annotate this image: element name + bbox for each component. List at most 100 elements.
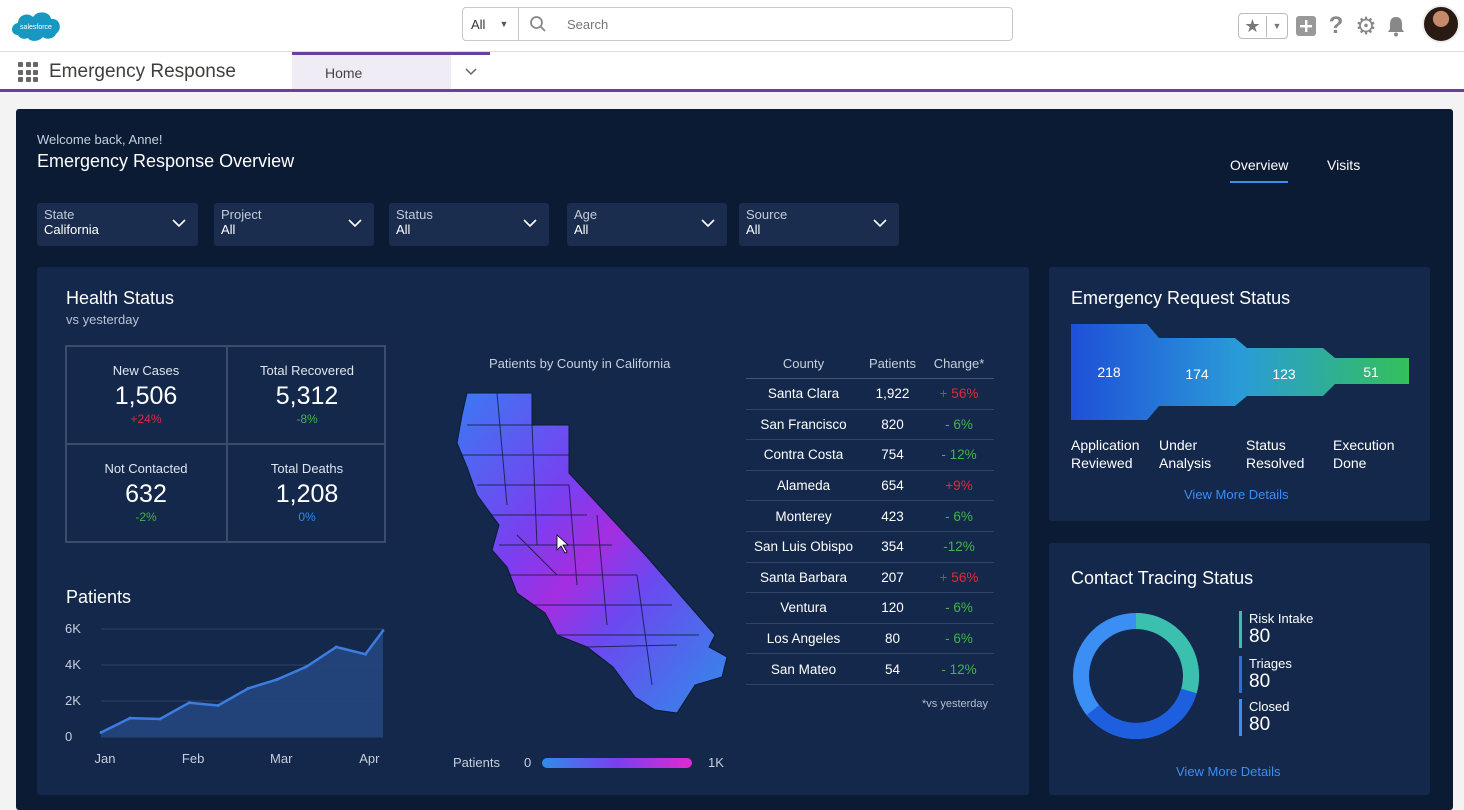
donut-chart — [1073, 612, 1200, 739]
welcome-message: Welcome back, Anne! — [37, 132, 163, 147]
data-point[interactable] — [158, 717, 162, 721]
table-row[interactable]: Los Angeles 80 - 6% — [746, 624, 994, 655]
table-row[interactable]: Contra Costa 754 - 12% — [746, 440, 994, 471]
kpi-total-deaths[interactable]: Total Deaths 1,208 0% — [228, 445, 386, 542]
filter-label: Status — [396, 207, 433, 222]
county-name: Los Angeles — [766, 631, 841, 647]
stage-label-line: Done — [1333, 455, 1367, 471]
funnel-stage-label: Under Analysis — [1159, 436, 1211, 472]
kpi-not-contacted[interactable]: Not Contacted 632 -2% — [67, 445, 225, 542]
kpi-total-recovered[interactable]: Total Recovered 5,312 -8% — [228, 347, 386, 444]
filter-value: All — [746, 222, 761, 237]
search-icon — [530, 16, 546, 32]
search-input[interactable] — [567, 16, 987, 32]
favorites-button[interactable]: ★ ▼ — [1238, 13, 1288, 39]
app-name: Emergency Response — [49, 61, 236, 82]
county-borders — [462, 392, 699, 686]
data-point[interactable] — [246, 686, 250, 690]
california-county-map[interactable] — [437, 385, 727, 725]
x-tick-label: Feb — [182, 751, 204, 766]
data-point[interactable] — [363, 652, 367, 656]
x-tick-label: Mar — [270, 751, 293, 766]
column-header[interactable]: County — [782, 356, 825, 371]
contact-tracing-panel: Contact Tracing Status Risk Intake 80 Tr… — [1049, 543, 1430, 795]
y-tick-label: 2K — [65, 693, 81, 708]
bell-icon[interactable] — [1384, 14, 1408, 38]
table-row[interactable]: Ventura 120 - 6% — [746, 593, 994, 624]
salesforce-logo[interactable]: salesforce — [8, 7, 64, 45]
y-tick-label: 6K — [65, 621, 81, 636]
data-point[interactable] — [334, 645, 338, 649]
data-point[interactable] — [128, 716, 132, 720]
kpi-new-cases[interactable]: New Cases 1,506 +24% — [67, 347, 225, 444]
data-point[interactable] — [216, 704, 220, 707]
change-value: + 56% — [939, 386, 979, 402]
data-point[interactable] — [304, 665, 308, 669]
column-header[interactable]: Change* — [933, 356, 985, 371]
filter-age[interactable]: Age All — [567, 203, 727, 246]
app-launcher-icon[interactable] — [18, 62, 38, 82]
kpi-label: New Cases — [112, 363, 180, 378]
caret-down-icon: ▼ — [1272, 21, 1282, 31]
tab-visits[interactable]: Visits — [1327, 157, 1361, 173]
chevron-down-icon — [523, 219, 537, 228]
funnel-stage-label: Status Resolved — [1246, 436, 1304, 472]
search-scope-dropdown[interactable]: All ▼ — [463, 8, 519, 40]
data-point[interactable] — [275, 677, 279, 681]
funnel-value: 174 — [1185, 366, 1209, 382]
view-more-details-link[interactable]: View More Details — [1176, 764, 1281, 779]
table-row[interactable]: San Francisco 820 - 6% — [746, 410, 994, 441]
kpi-value: 632 — [125, 480, 167, 508]
data-point[interactable] — [187, 701, 191, 705]
legend-label: Triages — [1249, 656, 1292, 671]
global-search: All ▼ — [462, 7, 1013, 41]
help-icon[interactable]: ? — [1328, 12, 1344, 39]
table-row[interactable]: Alameda 654 +9% — [746, 471, 994, 502]
table-row[interactable]: Santa Barbara 207 + 56% — [746, 563, 994, 594]
chevron-down-icon[interactable] — [451, 52, 490, 89]
legend-item: Closed 80 — [1239, 699, 1289, 736]
filter-project[interactable]: Project All — [214, 203, 374, 246]
filter-source[interactable]: Source All — [739, 203, 899, 246]
filter-status[interactable]: Status All — [389, 203, 549, 246]
funnel-stage-label: Application Reviewed — [1071, 436, 1140, 472]
legend-label: Closed — [1249, 699, 1290, 714]
cursor-icon — [556, 534, 570, 554]
change-value: - 6% — [945, 600, 973, 616]
county-name: Monterey — [775, 508, 832, 524]
table-row[interactable]: San Mateo 54 - 12% — [746, 654, 994, 685]
legend-min: 0 — [524, 755, 532, 770]
change-value: - 12% — [941, 661, 977, 677]
view-more-details-link[interactable]: View More Details — [1184, 487, 1289, 502]
county-name: San Mateo — [770, 661, 837, 677]
donut-segment-risk-intake[interactable] — [1135, 612, 1200, 694]
tab-overview[interactable]: Overview — [1230, 157, 1289, 183]
gear-icon[interactable]: ⚙ — [1355, 12, 1377, 40]
column-header[interactable]: Patients — [869, 356, 916, 371]
table-row[interactable]: Monterey 423 - 6% — [746, 501, 994, 532]
patient-count: 354 — [881, 539, 904, 555]
legend-item: Risk Intake 80 — [1239, 611, 1313, 648]
add-icon[interactable] — [1294, 14, 1318, 38]
panel-title: Emergency Request Status — [1071, 288, 1291, 308]
app-navigation-bar: Emergency Response Home — [0, 52, 1464, 92]
data-point[interactable] — [99, 731, 103, 734]
donut-segment-triages[interactable] — [1086, 688, 1197, 739]
funnel-stage-shape[interactable] — [1071, 324, 1409, 420]
change-value: - 6% — [945, 508, 973, 524]
emergency-request-panel: Emergency Request Status 218 174 123 51 … — [1049, 267, 1430, 521]
table-row[interactable]: Santa Clara 1,922 + 56% — [746, 379, 994, 410]
chart-title: Patients — [66, 587, 132, 607]
stage-label-line: Application — [1071, 437, 1140, 453]
california-state-shape[interactable] — [456, 392, 727, 714]
kpi-value: 1,506 — [114, 382, 178, 410]
kpi-change: +24% — [130, 412, 162, 426]
filter-state[interactable]: State California — [37, 203, 198, 246]
tab-home[interactable]: Home — [292, 52, 451, 89]
table-row[interactable]: San Luis Obispo 354 -12% — [746, 532, 994, 563]
filter-label: Project — [221, 207, 262, 222]
data-point[interactable] — [381, 629, 385, 633]
user-avatar[interactable] — [1422, 5, 1460, 43]
county-name: Santa Clara — [767, 386, 840, 402]
funnel-value: 218 — [1097, 364, 1121, 380]
